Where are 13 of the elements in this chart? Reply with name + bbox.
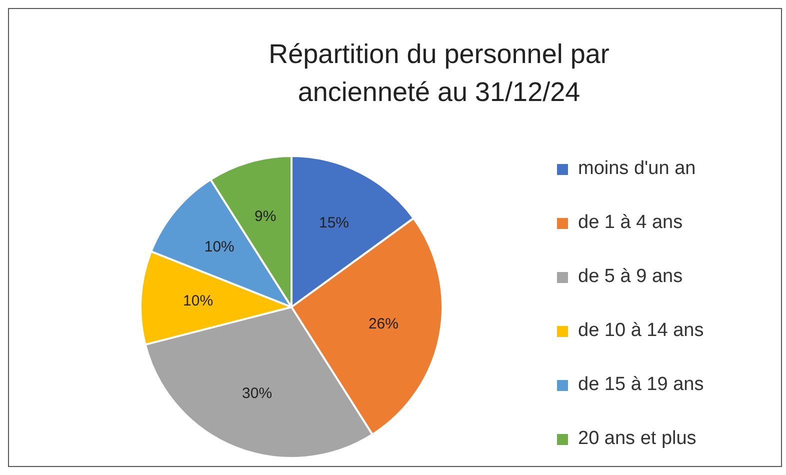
legend-label: de 10 à 14 ans: [578, 320, 704, 342]
data-label: 15%: [318, 214, 350, 232]
legend-label: moins d'un an: [578, 158, 696, 180]
data-label: 30%: [242, 385, 272, 402]
data-label: 9%: [254, 208, 276, 226]
legend-label: de 5 à 9 ans: [578, 266, 683, 288]
chart-title: Répartition du personnel par ancienneté au 31/12/24: [268, 38, 610, 109]
legend-label: de 1 à 4 ans: [578, 212, 683, 234]
data-label: 26%: [368, 316, 398, 333]
data-label: 10%: [204, 238, 234, 256]
legend-label: 20 ans et plus: [578, 428, 696, 450]
legend-label: de 15 à 19 ans: [578, 374, 704, 396]
data-label: 10%: [183, 292, 214, 310]
